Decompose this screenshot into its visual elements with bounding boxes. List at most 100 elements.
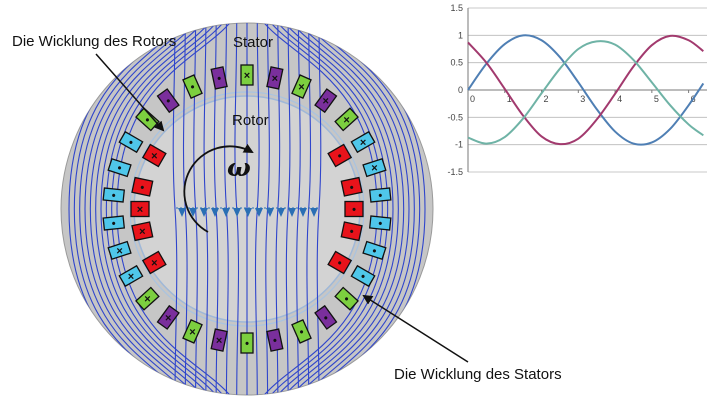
- coil-body: [340, 176, 363, 197]
- stator-coil: •: [118, 130, 144, 154]
- coil-body: [266, 66, 284, 90]
- coil-body: [131, 176, 154, 197]
- stator-coil: ×: [240, 64, 254, 86]
- current-into-page-icon: ×: [216, 335, 222, 347]
- current-into-page-icon: ×: [151, 151, 157, 163]
- coil-body: [350, 130, 376, 154]
- flux-arrow: [233, 208, 241, 217]
- current-out-of-page-icon: •: [217, 73, 221, 85]
- y-tick-label: -1.5: [447, 167, 463, 177]
- flux-arrow: [178, 208, 186, 217]
- stator-winding-label: Die Wicklung des Stators: [394, 366, 562, 383]
- stator-coil: •: [210, 66, 228, 90]
- flux-arrow: [189, 208, 197, 217]
- coil-body: [240, 332, 254, 354]
- coil-body: [266, 328, 284, 352]
- stator-field-line: [84, 23, 193, 395]
- chart-series-line: [467, 34, 704, 146]
- flux-arrow: [299, 208, 307, 217]
- current-out-of-page-icon: •: [118, 163, 122, 175]
- x-tick-label: 0: [470, 94, 475, 104]
- coil-body: [131, 221, 154, 242]
- current-out-of-page-icon: •: [166, 96, 170, 108]
- current-into-page-icon: ×: [371, 163, 377, 175]
- current-into-page-icon: ×: [323, 96, 329, 108]
- current-out-of-page-icon: •: [300, 326, 304, 338]
- rotor-coil: •: [327, 250, 353, 275]
- current-out-of-page-icon: •: [112, 190, 116, 202]
- current-into-page-icon: ×: [343, 114, 349, 126]
- coil-body: [350, 264, 376, 288]
- coil-body: [156, 304, 180, 330]
- stator-field-line: [100, 23, 213, 395]
- rotor-coil: •: [340, 176, 363, 197]
- stator-coil: •: [350, 264, 376, 288]
- rotor-coil: •: [131, 176, 154, 197]
- rotor-coil: •: [327, 143, 353, 168]
- stator-field-line: [116, 23, 234, 395]
- stator-coil: •: [368, 215, 392, 231]
- current-out-of-page-icon: •: [245, 338, 249, 350]
- coil-body: [141, 250, 167, 275]
- coil-body: [107, 240, 132, 261]
- y-tick-label: 1: [458, 30, 463, 40]
- stator-field-line: [267, 23, 383, 395]
- coil-body: [314, 88, 338, 114]
- flux-direction-arrows: [176, 207, 320, 217]
- current-into-page-icon: ×: [151, 258, 157, 270]
- y-tick-label: 1.5: [450, 3, 463, 13]
- coil-body: [210, 66, 228, 90]
- rotor-label: Rotor: [232, 112, 269, 129]
- current-into-page-icon: ×: [360, 137, 366, 149]
- stator-coil: ×: [182, 318, 203, 344]
- stator-coil: •: [107, 157, 132, 178]
- stator-coil: ×: [266, 66, 284, 90]
- stator-field-line: [89, 23, 199, 395]
- flux-arrow: [310, 208, 318, 217]
- x-tick-label: 4: [617, 94, 622, 104]
- coil-body: [118, 130, 144, 154]
- stator-coil: •: [182, 74, 203, 100]
- stator-coil: •: [362, 240, 387, 261]
- stator-coil: •: [368, 187, 392, 203]
- stator-field-line: [281, 23, 394, 395]
- stator-field-line: [308, 23, 415, 395]
- current-out-of-page-icon: •: [373, 245, 377, 257]
- current-out-of-page-icon: •: [338, 151, 342, 163]
- stator-coil: ×: [314, 88, 338, 114]
- stator-field-line: [295, 23, 405, 395]
- current-out-of-page-icon: •: [273, 335, 277, 347]
- current-out-of-page-icon: •: [145, 114, 149, 126]
- current-into-page-icon: ×: [137, 204, 143, 216]
- x-tick-label: 1: [507, 94, 512, 104]
- coil-body: [327, 250, 353, 275]
- coil-body: [314, 304, 338, 330]
- rotor-field-line: [172, 23, 178, 395]
- coil-body: [327, 143, 353, 168]
- coil-body: [210, 328, 228, 352]
- stator-coil: ×: [210, 328, 228, 352]
- stator-coil: •: [314, 304, 338, 330]
- stator-coil: ×: [362, 157, 387, 178]
- flux-arrow: [211, 208, 219, 217]
- stator-field-line: [260, 23, 378, 395]
- stator-field-line: [95, 23, 206, 395]
- rotor-coil: ×: [130, 200, 150, 218]
- rotor-windings: × • × × × • • • • •: [130, 143, 364, 275]
- coil-body: [368, 187, 392, 203]
- y-tick-label: 0.5: [450, 58, 463, 68]
- current-out-of-page-icon: •: [191, 82, 195, 94]
- stator-field-line: [111, 23, 227, 395]
- coil-body: [156, 88, 180, 114]
- rotation-arrow: [183, 143, 254, 233]
- flux-arrow: [255, 208, 263, 217]
- y-tick-label: -0.5: [447, 112, 463, 122]
- x-tick-label: 2: [544, 94, 549, 104]
- coil-body: [240, 64, 254, 86]
- coil-body: [362, 240, 387, 261]
- current-into-page-icon: ×: [139, 226, 145, 238]
- chart-series-line: [467, 40, 704, 145]
- current-out-of-page-icon: •: [378, 218, 382, 230]
- current-into-page-icon: ×: [272, 73, 278, 85]
- stator-coil: •: [291, 318, 312, 344]
